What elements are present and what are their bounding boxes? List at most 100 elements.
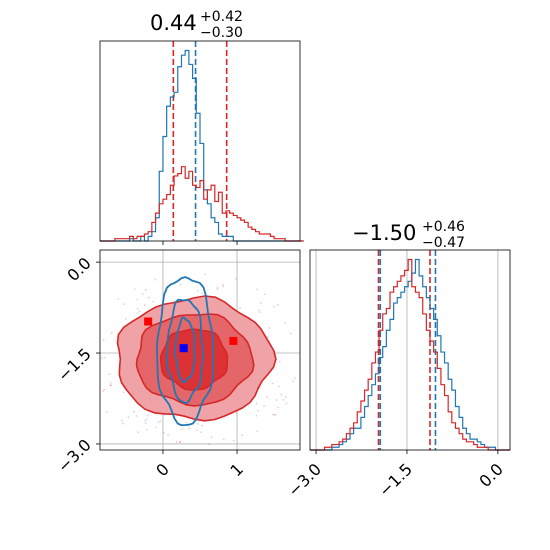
scatter-point [196,290,199,292]
p2-hist-quantiles [377,250,437,450]
joint-ytick-label-0: 0.0 [63,254,94,285]
scatter-point [144,304,146,306]
scatter-point [222,438,225,441]
scatter-point [241,434,244,437]
scatter-point [277,303,279,306]
scatter-point [136,307,139,310]
joint-markers [144,317,238,353]
scatter-point [265,395,268,398]
contour-blue-level-0 [156,276,215,427]
p2-hist-ticks: −3.0 −1.5 0.0 [284,450,507,500]
scatter-point [271,382,274,385]
scatter-point [274,414,277,416]
scatter-point [117,298,120,301]
scatter-point [272,413,274,416]
scatter-point [146,428,148,431]
scatter-point [273,305,275,308]
p2-xtick-label-0: −3.0 [284,460,325,501]
hist-step-series-0 [100,49,304,242]
scatter-point [173,300,176,302]
scatter-point [235,412,238,415]
scatter-point [109,384,112,387]
scatter-point [145,418,148,421]
scatter-point [106,410,108,413]
scatter-point [273,413,276,416]
p2-title-median: −1.50 [352,221,416,245]
scatter-point [167,433,169,436]
joint-frame [99,249,301,451]
scatter-point [136,312,139,315]
scatter-point [275,399,278,401]
scatter-point [179,283,182,286]
scatter-point [285,402,288,405]
scatter-point [103,356,106,359]
scatter-point [210,436,213,439]
scatter-point [159,420,162,423]
scatter-point [179,441,181,443]
scatter-point [196,422,199,425]
scatter-point [110,382,112,384]
scatter-point [154,426,157,429]
panel-joint: 0 1 0.0 −1.5 −3.0 [54,249,301,480]
p2-hist-frame [309,249,511,451]
scatter-point [282,398,285,401]
scatter-point [284,321,286,324]
scatter-point [222,283,225,286]
scatter-point [201,292,204,295]
scatter-point [291,380,294,383]
scatter-point [136,298,139,301]
scatter-point [148,296,150,299]
scatter-point [110,331,113,334]
scatter-point [138,310,141,313]
scatter-point [207,443,210,446]
scatter-point [121,422,124,425]
p1-title-plus: +0.42 [200,9,243,25]
marker-2 [229,336,238,345]
scatter-point [201,424,203,427]
scatter-point [102,390,105,392]
scatter-point [154,278,157,281]
scatter-point [284,396,287,398]
scatter-point [235,277,238,280]
panel-p2-hist: −3.0 −1.5 0.0 −1.50 +0.46 −0.47 [284,219,511,500]
marker-1 [144,317,153,326]
scatter-point [144,419,147,422]
scatter-point [157,420,160,423]
contour-blue-level-2 [174,316,196,384]
scatter-point [255,414,258,417]
joint-contours [116,276,277,427]
scatter-point [280,393,282,396]
scatter-point [256,288,258,291]
scatter-point [188,427,191,430]
scatter-point [135,415,138,417]
p2-title-plus: +0.46 [422,219,465,235]
scatter-point [102,338,105,341]
scatter-point [257,309,260,312]
scatter-point [137,431,140,434]
p1-title-median: 0.44 [150,11,197,35]
p1-hist-ticks [162,241,238,245]
scatter-point [181,428,184,431]
scatter-point [162,431,165,434]
scatter-point [278,385,281,388]
scatter-point [266,336,269,338]
scatter-point [123,303,126,306]
scatter-point [134,288,136,291]
scatter-point [263,405,265,407]
scatter-point [200,431,203,434]
p1-hist-frame [99,40,301,242]
scatter-point [258,311,261,314]
scatter-point [127,416,130,419]
contour-blue-level-1 [165,298,204,405]
p1-hist-quantiles [172,41,228,241]
scatter-point [175,441,178,444]
scatter-point [289,332,292,335]
hist-step-series-1 [100,166,304,242]
p2-xtick-label-1: −1.5 [375,460,416,501]
scatter-point [101,357,103,359]
scatter-point [257,410,260,412]
p2-hist-bars [310,258,510,451]
marker-0 [179,344,188,353]
p2-hist-grid [315,250,499,450]
